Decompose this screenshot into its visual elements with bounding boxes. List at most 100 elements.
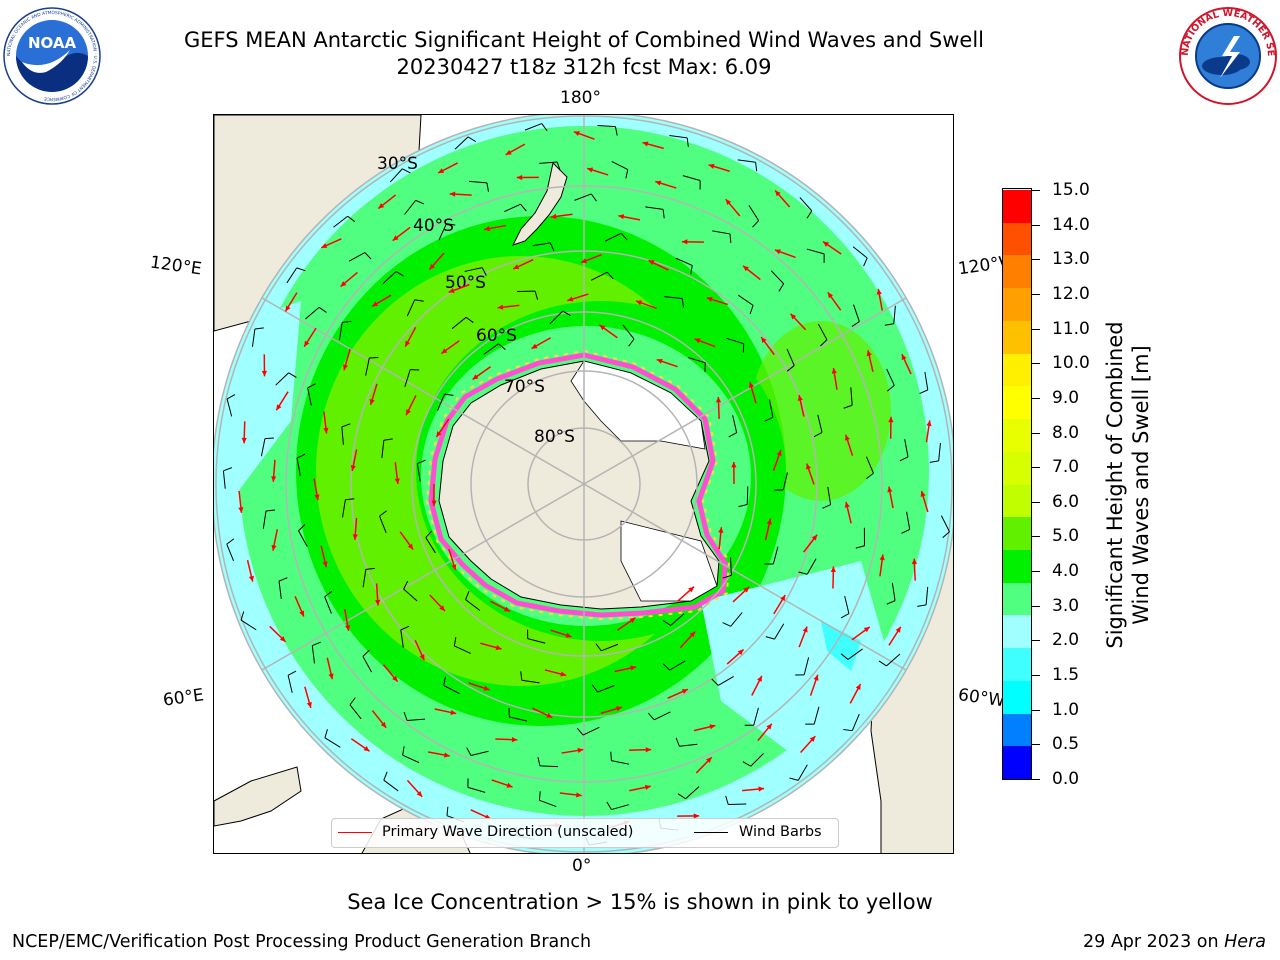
wave-direction-arrowhead <box>790 313 797 320</box>
wind-barb <box>729 557 732 576</box>
wave-direction-arrowhead <box>369 399 375 405</box>
wind-barb-flag <box>806 210 813 219</box>
wind-barb-flag <box>752 220 759 228</box>
wind-barb <box>645 206 664 210</box>
wind-barb-flag <box>729 233 732 243</box>
colorbar-tick-label: 14.0 <box>1052 214 1090 235</box>
lon-label-0: 0° <box>572 856 592 876</box>
colorbar-label: Significant Height of Combined Wind Wave… <box>1103 321 1153 649</box>
wind-barb-flag <box>919 389 929 395</box>
wave-direction-arrowhead <box>378 203 385 209</box>
wind-barb <box>866 456 874 474</box>
wind-barb-flag <box>722 574 732 579</box>
wind-barb <box>324 596 332 614</box>
wind-barb-flag <box>677 793 686 800</box>
noaa-logo-text: NOAA <box>28 34 77 52</box>
wind-barb <box>443 684 460 695</box>
lat-label-40s: 40°S <box>413 216 454 236</box>
wind-barb-flag <box>749 305 754 315</box>
wind-barb-flag <box>538 791 541 801</box>
wave-direction-arrowhead <box>618 214 625 220</box>
colorbar-bin <box>1003 451 1031 485</box>
wind-barb <box>348 252 366 262</box>
wind-barb <box>769 399 774 418</box>
wind-barb-flag <box>254 327 264 330</box>
wind-barb <box>726 337 744 345</box>
wind-barb <box>924 372 929 390</box>
wind-barb <box>891 582 896 601</box>
wind-barb-flag <box>520 203 527 212</box>
wind-barb-flag <box>711 678 719 686</box>
wind-barb-flag <box>395 271 404 277</box>
wind-barb <box>737 294 754 306</box>
wind-barb <box>682 175 701 181</box>
wind-barb <box>509 716 528 722</box>
africa-land <box>214 766 302 827</box>
wave-direction-arrowhead <box>380 721 387 728</box>
colorbar-tick <box>1032 467 1040 469</box>
wave-direction-arrowhead <box>706 296 713 302</box>
wind-barb <box>483 343 499 355</box>
wind-barb <box>753 707 759 726</box>
wave-direction-arrowhead <box>806 463 811 470</box>
wave-direction-arrowhead <box>655 180 662 186</box>
wave-direction-arrowhead <box>926 420 932 427</box>
wind-barb-flag <box>318 306 327 313</box>
wind-barb <box>521 679 540 684</box>
colorbar-bin <box>1003 484 1031 518</box>
wind-barb-flag <box>625 169 629 179</box>
wind-barb-flag <box>662 620 671 626</box>
wind-barb-flag <box>728 432 737 438</box>
wind-barb-flag <box>917 604 927 607</box>
wind-barb <box>454 136 469 150</box>
wave-direction-arrowhead <box>888 416 894 423</box>
colorbar-tick-label: 13.0 <box>1052 249 1090 270</box>
wind-barb <box>806 558 817 575</box>
wind-barb-flag <box>534 290 539 300</box>
vector-layer <box>222 123 950 846</box>
wind-barb <box>425 537 436 554</box>
wave-direction-arrowhead <box>737 649 744 655</box>
wave-direction-arrowhead <box>645 747 652 753</box>
wind-barb-flag <box>383 438 393 441</box>
colorbar-tick-label: 1.5 <box>1052 665 1080 686</box>
lon-label-120e: 120°E <box>148 252 203 280</box>
wind-barb-flag <box>342 320 352 323</box>
wave-direction-arrowhead <box>506 782 513 788</box>
lat-label-70s: 70°S <box>504 377 545 397</box>
wind-barb <box>532 242 551 247</box>
wind-barb <box>305 306 320 320</box>
wave-direction-arrowhead <box>587 167 594 173</box>
wave-direction-arrowhead <box>322 561 328 568</box>
wave-direction-arrowhead <box>823 241 829 247</box>
wave-direction-arrowhead <box>758 786 765 792</box>
wind-barb <box>746 486 749 505</box>
new-zealand-land <box>512 161 568 246</box>
wave-direction-arrowhead <box>431 500 437 506</box>
chart-subtitle: 20230427 t18z 312h fcst Max: 6.09 <box>396 55 772 79</box>
wind-barb <box>664 296 683 300</box>
wave-direction-arrowhead <box>780 595 786 602</box>
wave-direction-arrowhead <box>776 450 782 457</box>
colorbar-bin <box>1003 287 1031 321</box>
wind-barb-flag <box>576 727 584 736</box>
wind-barb <box>886 653 901 667</box>
colorbar-bin <box>1003 353 1031 387</box>
wind-barb-flag <box>402 168 411 174</box>
wind-barb <box>590 271 608 281</box>
wave-direction-arrowhead <box>866 350 872 357</box>
colorbar-tick-label: 4.0 <box>1052 561 1080 582</box>
wave-height-map: 30°S 40°S 50°S 60°S 70°S 80°S <box>214 115 953 853</box>
wave-direction-arrowhead <box>827 292 834 299</box>
colorbar-tick-label: 11.0 <box>1052 318 1090 339</box>
wave-direction-arrowhead <box>484 226 490 232</box>
wave-direction-arrowhead <box>276 404 282 411</box>
wave-direction-arrowhead <box>248 575 254 582</box>
wave-direction-swatch <box>338 832 372 833</box>
wind-barb-flag <box>415 199 425 205</box>
wind-barb <box>451 316 467 330</box>
wind-barb-flag <box>296 453 306 459</box>
wind-barb <box>381 440 385 459</box>
wind-barb <box>333 215 348 228</box>
colorbar-tick <box>1032 501 1040 503</box>
